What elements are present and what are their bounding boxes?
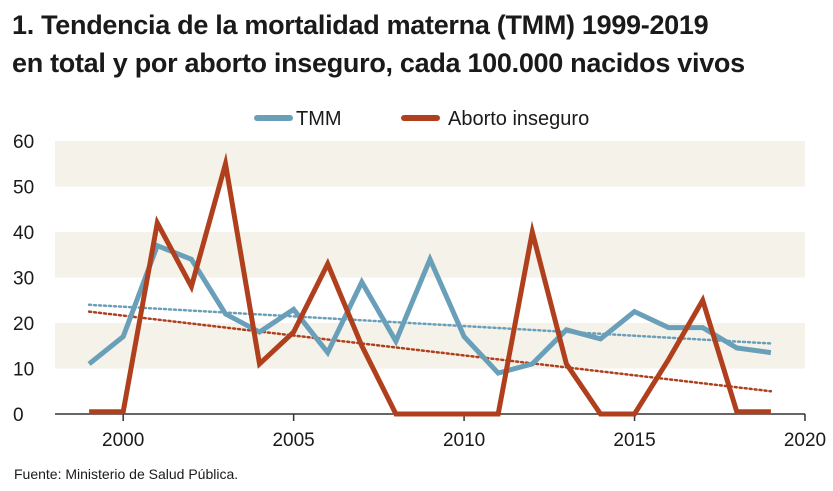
chart-title-line1: 1. Tendencia de la mortalidad materna (T…	[12, 10, 709, 40]
x-tick-label-2010: 2010	[443, 430, 485, 451]
x-tick-label-2015: 2015	[613, 430, 655, 451]
y-tick-label-10: 10	[13, 360, 34, 381]
x-tick-label-2005: 2005	[272, 430, 314, 451]
y-tick-label-40: 40	[13, 223, 34, 244]
y-tick-label-50: 50	[13, 178, 34, 199]
grid-band-50-60	[55, 141, 805, 187]
legend-label-aborto: Aborto inseguro	[448, 108, 589, 130]
y-tick-label-20: 20	[13, 314, 34, 335]
legend-label-tmm: TMM	[296, 108, 342, 130]
x-tick-label-2000: 2000	[102, 430, 144, 451]
y-tick-label-60: 60	[13, 132, 34, 153]
y-tick-label-30: 30	[13, 269, 34, 290]
tmm-trend-line	[87, 303, 773, 345]
data-series	[87, 152, 772, 417]
x-axis: 2000 2005 2010 2015 2020	[55, 413, 826, 451]
aborto-series	[88, 152, 772, 417]
source-note: Fuente: Ministerio de Salud Pública.	[14, 466, 239, 482]
grid-band-10-20	[55, 323, 805, 369]
aborto-line	[89, 152, 771, 417]
chart-legend: TMM Aborto inseguro	[254, 108, 589, 130]
tmm-series	[87, 242, 772, 376]
chart-title: 1. Tendencia de la mortalidad materna (T…	[12, 6, 827, 82]
y-tick-label-0: 0	[13, 405, 24, 426]
x-tick-label-2020: 2020	[784, 430, 826, 451]
y-axis-ticks: 0 10 20 30 40 50 60	[13, 132, 34, 426]
chart-title-line2: en total y por aborto inseguro, cada 100…	[12, 48, 745, 78]
